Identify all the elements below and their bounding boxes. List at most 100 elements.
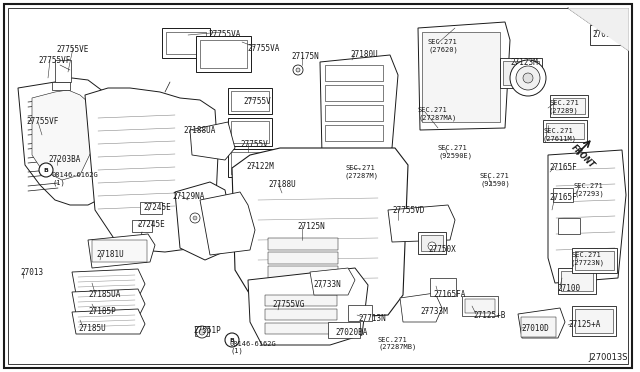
Text: 27125+A: 27125+A: [568, 320, 600, 329]
Circle shape: [225, 333, 239, 347]
Text: SEC.271
(27287MB): SEC.271 (27287MB): [378, 337, 416, 350]
Bar: [328, 322, 360, 338]
Text: 27010D: 27010D: [521, 324, 548, 333]
Text: J270013S: J270013S: [589, 353, 628, 362]
Text: B: B: [44, 167, 49, 173]
Bar: [543, 120, 587, 142]
Polygon shape: [72, 309, 145, 334]
Circle shape: [428, 242, 436, 250]
Bar: [251, 168, 273, 180]
Text: 27733N: 27733N: [313, 280, 340, 289]
Text: 27165F: 27165F: [549, 193, 577, 202]
Bar: [503, 61, 539, 85]
Text: 27755VD: 27755VD: [392, 206, 424, 215]
Text: 27188U: 27188U: [268, 180, 296, 189]
Text: 27125+B: 27125+B: [473, 311, 506, 320]
Text: 27733M: 27733M: [420, 307, 448, 316]
Polygon shape: [388, 205, 455, 242]
Bar: [421, 235, 443, 251]
Bar: [558, 268, 596, 294]
Text: SEC.271
(27287MA): SEC.271 (27287MA): [418, 107, 456, 121]
Text: 27185UA: 27185UA: [88, 290, 120, 299]
Bar: [248, 165, 276, 183]
Text: 27755VA: 27755VA: [247, 44, 280, 53]
Bar: [553, 188, 573, 202]
Polygon shape: [568, 8, 628, 50]
Text: FRONT: FRONT: [569, 143, 596, 170]
Bar: [268, 252, 338, 264]
Polygon shape: [548, 150, 626, 283]
Text: 27010: 27010: [592, 30, 615, 39]
Bar: [162, 28, 210, 58]
Bar: [553, 98, 585, 114]
Text: 27123M: 27123M: [510, 58, 538, 67]
Bar: [195, 326, 209, 336]
Polygon shape: [320, 55, 398, 155]
Text: SEC.271
(27620): SEC.271 (27620): [428, 39, 458, 52]
Bar: [572, 306, 616, 336]
Bar: [132, 220, 152, 232]
Text: 27100: 27100: [557, 284, 580, 293]
Text: 27203BA: 27203BA: [48, 155, 81, 164]
Bar: [55, 60, 71, 82]
Bar: [231, 152, 269, 174]
Bar: [325, 65, 383, 81]
Bar: [228, 149, 272, 177]
Circle shape: [293, 65, 303, 75]
Circle shape: [196, 326, 208, 338]
Polygon shape: [248, 268, 368, 345]
Bar: [140, 202, 162, 214]
Text: 27180U: 27180U: [350, 50, 378, 59]
Text: 27755VF: 27755VF: [26, 117, 58, 126]
Bar: [52, 82, 70, 90]
Bar: [575, 251, 614, 270]
Text: SEC.271
(27611M): SEC.271 (27611M): [543, 128, 577, 141]
Bar: [422, 32, 500, 122]
Bar: [231, 121, 269, 143]
Text: 27755VF: 27755VF: [38, 56, 70, 65]
Bar: [572, 248, 617, 273]
Bar: [575, 309, 613, 333]
Text: 27125N: 27125N: [297, 222, 324, 231]
Bar: [265, 295, 337, 306]
Text: 27750X: 27750X: [428, 245, 456, 254]
Bar: [521, 317, 556, 337]
Bar: [196, 36, 251, 72]
Polygon shape: [18, 78, 118, 205]
Bar: [325, 85, 383, 101]
Text: 27185U: 27185U: [78, 324, 106, 333]
Bar: [268, 266, 338, 278]
Text: SEC.271
(92590): SEC.271 (92590): [480, 173, 509, 186]
Bar: [265, 323, 337, 334]
Bar: [200, 40, 247, 68]
Text: 27755V: 27755V: [240, 140, 268, 149]
Text: 27020BA: 27020BA: [335, 328, 367, 337]
Text: 27185P: 27185P: [88, 307, 116, 316]
Bar: [265, 309, 337, 320]
Circle shape: [39, 163, 53, 177]
Circle shape: [190, 213, 200, 223]
Polygon shape: [88, 234, 155, 268]
Text: 27755V: 27755V: [243, 97, 271, 106]
Polygon shape: [400, 293, 442, 322]
Polygon shape: [190, 122, 235, 160]
Text: 27755VG: 27755VG: [272, 300, 305, 309]
Polygon shape: [518, 308, 565, 338]
Polygon shape: [200, 192, 255, 255]
Bar: [92, 240, 147, 262]
Text: 27165F: 27165F: [549, 163, 577, 172]
Polygon shape: [310, 268, 355, 295]
Bar: [231, 91, 269, 111]
Bar: [325, 105, 383, 121]
Text: B: B: [230, 337, 234, 343]
Text: 27755VE: 27755VE: [56, 45, 88, 54]
Text: 27181U: 27181U: [96, 250, 124, 259]
Polygon shape: [418, 22, 510, 130]
Bar: [462, 296, 498, 316]
Bar: [228, 118, 272, 146]
Polygon shape: [85, 88, 218, 252]
Circle shape: [523, 73, 533, 83]
Text: 08146-6162G
(1): 08146-6162G (1): [230, 341, 276, 355]
Text: 27175N: 27175N: [291, 52, 319, 61]
Bar: [550, 95, 588, 117]
